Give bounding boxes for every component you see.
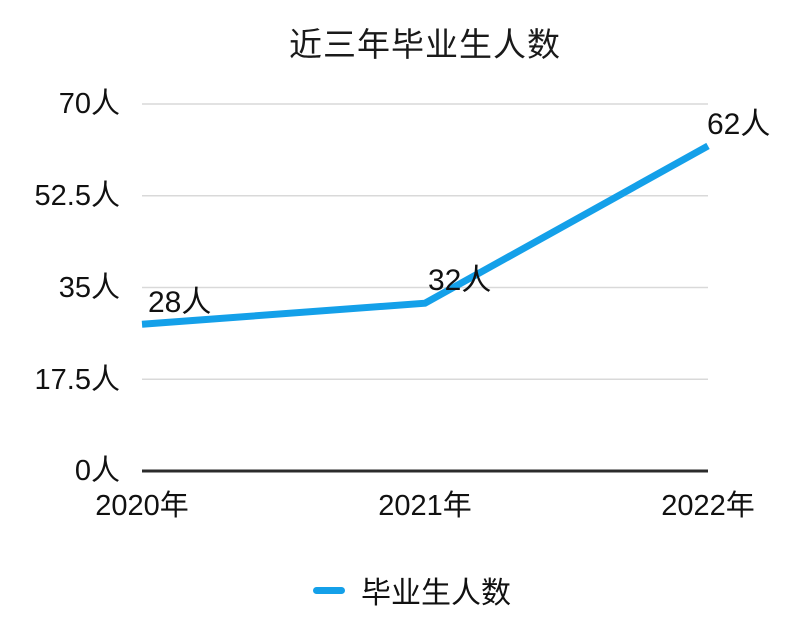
x-axis-tick-label: 2020年: [95, 490, 189, 522]
legend-label: 毕业生人数: [361, 577, 511, 610]
data-point-label: 62人: [707, 108, 771, 141]
data-point-label: 32人: [428, 264, 492, 297]
x-axis-tick-label: 2022年: [661, 490, 755, 522]
legend-item: 毕业生人数: [313, 568, 511, 612]
y-axis-tick-label: 17.5人: [34, 364, 120, 396]
series-line: [141, 142, 710, 328]
x-axis-tick-label: 2021年: [378, 490, 472, 522]
y-axis-tick-label: 52.5人: [34, 180, 120, 212]
legend-line-swatch: [313, 586, 345, 594]
y-axis-tick-label: 35人: [58, 272, 120, 304]
data-point-label: 28人: [148, 286, 212, 319]
y-axis-tick-label: 0人: [74, 455, 120, 487]
legend: 毕业生人数: [0, 568, 794, 612]
y-axis-tick-label: 70人: [58, 88, 120, 120]
chart-title: 近三年毕业生人数: [289, 26, 561, 63]
